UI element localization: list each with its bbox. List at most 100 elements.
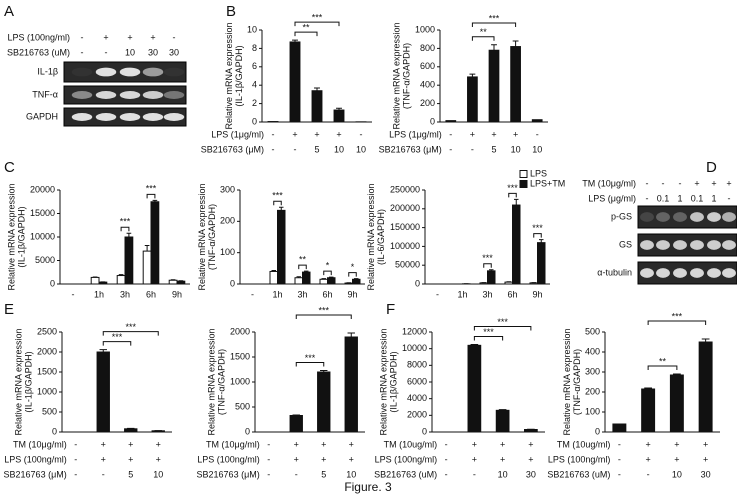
significance-label: * xyxy=(351,262,355,272)
error-bar xyxy=(279,206,284,211)
condition-value: - xyxy=(294,144,297,154)
significance-bracket xyxy=(533,233,542,238)
y-axis-label: Relative mRNA expression xyxy=(14,328,24,435)
error-bar xyxy=(304,270,309,273)
y-tick-label: 300 xyxy=(585,366,600,376)
y-tick-label: 10000 xyxy=(402,343,427,353)
panel-letter: B xyxy=(226,3,236,20)
bar xyxy=(317,371,331,433)
blot-band xyxy=(722,212,736,222)
error-bar xyxy=(118,274,124,276)
condition-value: 30 xyxy=(526,469,536,479)
panel-letter: E xyxy=(4,301,14,318)
y-tick-label: 0 xyxy=(422,426,427,436)
condition-label: SB216763 (μM) xyxy=(379,144,442,154)
condition-value: - xyxy=(449,129,452,139)
y-tick-label: 4000 xyxy=(407,393,427,403)
condition-value: + xyxy=(156,454,161,464)
bar xyxy=(302,271,311,285)
condition-value: + xyxy=(694,178,699,188)
error-bar xyxy=(314,87,320,91)
significance-bracket xyxy=(273,200,282,206)
bar xyxy=(176,280,186,285)
condition-value: 10 xyxy=(125,47,135,57)
condition-value: - xyxy=(647,469,650,479)
condition-value: + xyxy=(292,129,297,139)
bar xyxy=(445,120,457,123)
significance-bracket xyxy=(298,264,307,270)
condition-value: - xyxy=(618,454,621,464)
significance-label: *** xyxy=(146,184,157,194)
y-tick-label: 2000 xyxy=(230,326,250,336)
bar xyxy=(319,278,328,285)
bar xyxy=(344,336,358,433)
blot-band xyxy=(95,67,117,77)
bar xyxy=(531,119,543,123)
blot-band xyxy=(71,91,93,99)
condition-value: - xyxy=(662,178,665,188)
condition-value: - xyxy=(105,47,108,57)
condition-value: + xyxy=(294,454,299,464)
significance-label: ** xyxy=(480,27,488,37)
error-bar xyxy=(354,278,359,280)
blot-band xyxy=(71,67,93,77)
x-tick-label: 3h xyxy=(482,289,492,299)
significance-bracket xyxy=(647,365,678,370)
condition-label: TM (10ug/ml) xyxy=(384,439,438,449)
panel-letter: D xyxy=(706,159,717,176)
blot-band xyxy=(722,268,736,278)
condition-value: - xyxy=(679,178,682,188)
caption: Figure. 3 xyxy=(344,480,392,494)
condition-value: + xyxy=(711,178,716,188)
significance-bracket xyxy=(647,320,707,325)
bar xyxy=(311,90,323,123)
y-tick-label: 2500 xyxy=(37,326,57,336)
condition-value: - xyxy=(267,439,270,449)
blot-band xyxy=(656,268,670,278)
panel-letter: A xyxy=(4,3,14,20)
error-bar xyxy=(491,44,497,51)
x-tick-label: - xyxy=(72,289,75,299)
condition-value: 30 xyxy=(148,47,158,57)
legend-swatch xyxy=(519,180,528,188)
band-label: p-GS xyxy=(611,211,632,221)
y-tick-label: 10 xyxy=(247,24,257,34)
condition-value: + xyxy=(101,439,106,449)
legend-swatch xyxy=(519,170,528,178)
y-tick-label: 2000 xyxy=(37,346,57,356)
x-tick-label: 1h xyxy=(457,289,467,299)
y-tick-label: 0 xyxy=(415,278,420,288)
condition-value: - xyxy=(646,193,649,203)
y-axis-label: Relative mRNA expression xyxy=(207,328,217,435)
condition-label: LPS (μg/ml) xyxy=(588,193,636,203)
bar xyxy=(698,341,713,433)
y-axis-label: (TNF-α/GAPDH) xyxy=(217,349,227,415)
y-tick-label: 15000 xyxy=(30,208,55,218)
condition-value: + xyxy=(645,454,650,464)
y-axis-label: Relative mRNA expression xyxy=(6,183,16,290)
error-bar xyxy=(347,332,355,337)
error-bar xyxy=(489,269,494,271)
condition-value: 10 xyxy=(356,144,366,154)
error-bar xyxy=(329,276,334,278)
bar xyxy=(512,204,521,285)
significance-label: *** xyxy=(497,317,508,327)
blot-band xyxy=(95,91,117,99)
condition-value: + xyxy=(645,439,650,449)
condition-value: - xyxy=(445,454,448,464)
x-tick-label: 3h xyxy=(120,289,130,299)
error-bar xyxy=(321,278,326,280)
significance-bracket xyxy=(294,21,340,27)
condition-value: - xyxy=(74,469,77,479)
blot-band xyxy=(640,268,654,278)
condition-value: - xyxy=(618,439,621,449)
y-tick-label: 2 xyxy=(252,98,257,108)
error-bar xyxy=(126,232,132,237)
y-axis-label: Relative mRNA expression xyxy=(562,328,572,435)
y-axis-label: (TNF-α/GAPDH) xyxy=(402,43,412,109)
bar xyxy=(289,415,303,433)
blot-band xyxy=(707,212,721,222)
bar xyxy=(269,270,278,285)
condition-value: + xyxy=(491,129,496,139)
blot-band xyxy=(673,268,687,278)
